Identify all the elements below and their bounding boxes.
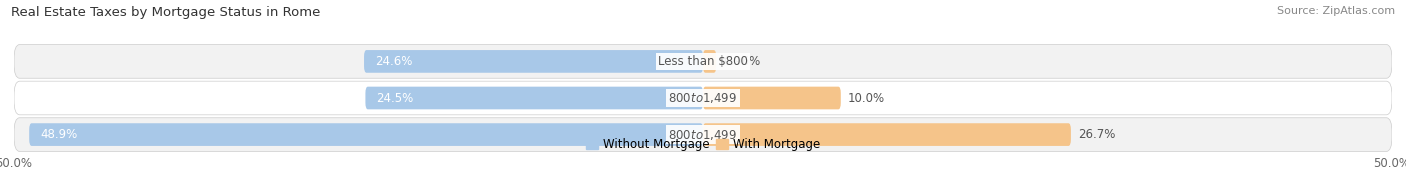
FancyBboxPatch shape: [366, 87, 703, 109]
Text: Real Estate Taxes by Mortgage Status in Rome: Real Estate Taxes by Mortgage Status in …: [11, 6, 321, 19]
Text: Source: ZipAtlas.com: Source: ZipAtlas.com: [1277, 6, 1395, 16]
Text: 26.7%: 26.7%: [1078, 128, 1115, 141]
Legend: Without Mortgage, With Mortgage: Without Mortgage, With Mortgage: [581, 133, 825, 156]
Text: $800 to $1,499: $800 to $1,499: [668, 128, 738, 142]
FancyBboxPatch shape: [14, 44, 1392, 78]
Text: 24.6%: 24.6%: [375, 55, 412, 68]
FancyBboxPatch shape: [30, 123, 703, 146]
FancyBboxPatch shape: [14, 118, 1392, 152]
Text: 24.5%: 24.5%: [377, 92, 413, 104]
Text: 10.0%: 10.0%: [848, 92, 884, 104]
Text: $800 to $1,499: $800 to $1,499: [668, 91, 738, 105]
Text: 0.96%: 0.96%: [723, 55, 761, 68]
FancyBboxPatch shape: [703, 50, 716, 73]
FancyBboxPatch shape: [703, 87, 841, 109]
FancyBboxPatch shape: [703, 123, 1071, 146]
Text: 48.9%: 48.9%: [41, 128, 77, 141]
Text: Less than $800: Less than $800: [658, 55, 748, 68]
FancyBboxPatch shape: [14, 81, 1392, 115]
FancyBboxPatch shape: [364, 50, 703, 73]
